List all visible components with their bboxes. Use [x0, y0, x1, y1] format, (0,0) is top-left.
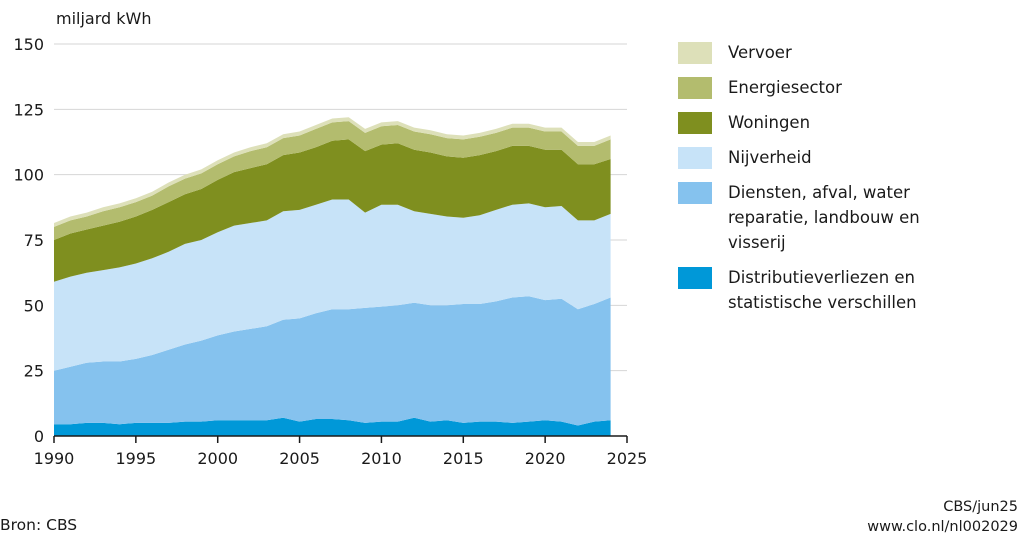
y-tick-label: 50: [24, 296, 44, 315]
legend: Vervoer Energiesector Woningen Nijverheid Di…: [678, 40, 1008, 325]
legend-label: Distributieverliezen en statistische ver…: [728, 268, 917, 312]
y-axis-label: miljard kWh: [56, 9, 152, 28]
stacked-area-chart: 0 25 50 75 100 125 150 1990 1995 2000 2005 2010 2015…: [13, 9, 647, 468]
x-tick-label: 1990: [34, 449, 75, 468]
area-series-3: [54, 139, 611, 282]
legend-label: Energiesector: [728, 78, 842, 97]
y-tick-label: 150: [13, 35, 44, 54]
legend-swatch: [678, 112, 712, 134]
x-tick-label: 2020: [525, 449, 566, 468]
area-series-2: [54, 199, 611, 371]
x-tick-label: 2015: [443, 449, 484, 468]
legend-item: Nijverheid: [678, 145, 1008, 170]
legend-swatch: [678, 267, 712, 289]
area-series: [54, 117, 611, 436]
y-tick-label: 0: [34, 427, 44, 446]
legend-label: Nijverheid: [728, 148, 812, 167]
area-series-0: [54, 417, 611, 436]
area-series-4: [54, 121, 611, 240]
area-series-5: [54, 117, 611, 227]
legend-item: Diensten, afval, water reparatie, landbo…: [678, 180, 1008, 255]
credit-note: CBS/jun25 www.clo.nl/nl002029: [867, 497, 1018, 537]
legend-swatch: [678, 147, 712, 169]
x-tick-label: 2005: [279, 449, 320, 468]
axes: 0 25 50 75 100 125 150 1990 1995 2000 2005 2010 2015…: [13, 35, 647, 468]
x-tick-label: 2010: [361, 449, 402, 468]
legend-item: Vervoer: [678, 40, 1008, 65]
legend-label: Woningen: [728, 113, 811, 132]
x-tick-label: 1995: [115, 449, 156, 468]
credit-date: CBS/jun25: [943, 499, 1018, 515]
x-tick-label: 2025: [607, 449, 648, 468]
y-tick-label: 25: [24, 362, 44, 381]
source-note: Bron: CBS: [0, 516, 78, 534]
legend-swatch: [678, 182, 712, 204]
legend-label: Vervoer: [728, 43, 792, 62]
y-tick-label: 125: [13, 100, 44, 119]
y-tick-label: 75: [24, 231, 44, 250]
legend-swatch: [678, 77, 712, 99]
legend-item: Energiesector: [678, 75, 1008, 100]
legend-label: Diensten, afval, water reparatie, landbo…: [728, 183, 920, 252]
legend-item: Distributieverliezen en statistische ver…: [678, 265, 1008, 315]
y-tick-label: 100: [13, 166, 44, 185]
credit-url: www.clo.nl/nl002029: [867, 519, 1018, 535]
legend-swatch: [678, 42, 712, 64]
x-tick-label: 2000: [197, 449, 238, 468]
legend-item: Woningen: [678, 110, 1008, 135]
area-series-1: [54, 296, 611, 426]
